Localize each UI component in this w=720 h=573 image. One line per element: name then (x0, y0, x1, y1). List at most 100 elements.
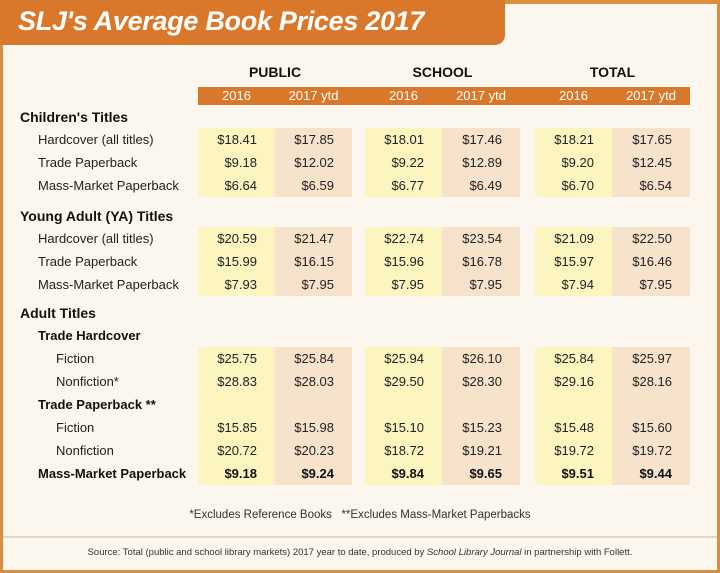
group-header-total: TOTAL (589, 64, 636, 80)
table-row: Trade Paperback $9.18 $12.02 $9.22 $12.89 $9.… (0, 151, 700, 174)
price-table: Children's Titles Hardcover (all titles) $… (0, 105, 700, 485)
price-cell: $15.98 (275, 416, 352, 439)
price-cell: $9.20 (535, 151, 612, 174)
price-cell: $29.50 (365, 370, 442, 393)
row-label: Hardcover (all titles) (38, 231, 154, 246)
row-label: Mass-Market Paperback (38, 466, 187, 481)
price-cell: $9.51 (535, 462, 612, 485)
price-cell: $19.72 (612, 439, 690, 462)
price-cell (612, 324, 690, 347)
price-cell: $19.21 (442, 439, 520, 462)
price-cell: $9.65 (442, 462, 520, 485)
price-cell: $20.72 (198, 439, 275, 462)
table-row: Trade Paperback $15.99 $16.15 $15.96 $16.78 $… (0, 250, 700, 273)
price-cell: $15.10 (365, 416, 442, 439)
price-cell: $26.10 (442, 347, 520, 370)
price-cell: $20.59 (198, 227, 275, 250)
price-cell: $6.49 (442, 174, 520, 197)
price-cell: $29.16 (535, 370, 612, 393)
price-cell: $12.45 (612, 151, 690, 174)
price-cell: $15.48 (535, 416, 612, 439)
price-cell: $12.89 (442, 151, 520, 174)
section-header-row: Children's Titles (0, 105, 700, 128)
table-row: Mass-Market Paperback $6.64 $6.59 $6.77 $6.4… (0, 174, 700, 197)
price-cell: $28.83 (198, 370, 275, 393)
row-label: Hardcover (all titles) (38, 132, 154, 147)
price-cell: $6.64 (198, 174, 275, 197)
row-label: Fiction (56, 420, 95, 435)
price-cell: $18.41 (198, 128, 275, 151)
title-banner: SLJ's Average Book Prices 2017 (0, 0, 505, 45)
price-cell (198, 105, 275, 125)
top-border (505, 0, 720, 4)
price-cell (442, 197, 520, 224)
row-label: Trade Hardcover (38, 328, 141, 343)
price-cell: $15.97 (535, 250, 612, 273)
price-cell: $7.95 (365, 273, 442, 296)
price-cell: $21.47 (275, 227, 352, 250)
price-cell: $9.22 (365, 151, 442, 174)
table-row: Nonfiction* $28.83 $28.03 $29.50 $28.30 $29.1… (0, 370, 700, 393)
row-label: Fiction (56, 351, 95, 366)
row-label: Trade Paperback ** (38, 397, 156, 412)
price-cell: $18.72 (365, 439, 442, 462)
price-cell: $9.84 (365, 462, 442, 485)
year-header: 2017 ytd (626, 88, 676, 103)
price-cell (612, 393, 690, 416)
price-cell: $9.24 (275, 462, 352, 485)
price-cell: $22.74 (365, 227, 442, 250)
price-cell (198, 393, 275, 416)
price-cell (365, 393, 442, 416)
price-cell: $17.46 (442, 128, 520, 151)
column-group-headers: PUBLIC SCHOOL TOTAL (198, 64, 690, 80)
price-cell: $28.30 (442, 370, 520, 393)
price-cell: $25.97 (612, 347, 690, 370)
price-cell (535, 324, 612, 347)
price-cell: $25.84 (275, 347, 352, 370)
row-label: Mass-Market Paperback (38, 178, 179, 193)
section-header-row: Young Adult (YA) Titles (0, 197, 700, 227)
divider (3, 536, 717, 538)
price-cell: $18.01 (365, 128, 442, 151)
chart-title: SLJ's Average Book Prices 2017 (18, 6, 425, 36)
price-cell: $25.84 (535, 347, 612, 370)
price-cell (365, 105, 442, 125)
table-row: Trade Paperback ** (0, 393, 700, 416)
row-label: Trade Paperback (38, 254, 138, 269)
year-header-bar: 2016 2017 ytd 2016 2017 ytd 2016 2017 yt… (198, 87, 690, 105)
price-cell: $7.95 (612, 273, 690, 296)
price-cell (535, 105, 612, 125)
table-row: Mass-Market Paperback $7.93 $7.95 $7.95 $7.9… (0, 273, 700, 296)
price-cell: $18.21 (535, 128, 612, 151)
source-prefix: Source: Total (public and school library… (87, 547, 427, 558)
row-label: Children's Titles (20, 109, 129, 125)
price-cell: $22.50 (612, 227, 690, 250)
price-cell: $20.23 (275, 439, 352, 462)
section-header-row: Adult Titles (0, 296, 700, 324)
source-note: Source: Total (public and school library… (0, 547, 720, 558)
price-cell (535, 393, 612, 416)
price-cell (612, 296, 690, 321)
price-cell: $7.93 (198, 273, 275, 296)
price-cell: $9.44 (612, 462, 690, 485)
price-cell: $16.15 (275, 250, 352, 273)
price-cell: $7.94 (535, 273, 612, 296)
price-cell (198, 296, 275, 321)
row-label: Young Adult (YA) Titles (20, 208, 174, 224)
group-header-public: PUBLIC (248, 64, 302, 80)
year-header: 2017 ytd (456, 88, 506, 103)
year-header: 2016 (389, 88, 418, 103)
price-cell: $6.70 (535, 174, 612, 197)
price-cell: $25.75 (198, 347, 275, 370)
table-row: Hardcover (all titles) $20.59 $21.47 $22.74… (0, 227, 700, 250)
price-cell: $21.09 (535, 227, 612, 250)
price-cell: $17.65 (612, 128, 690, 151)
price-cell: $9.18 (198, 462, 275, 485)
year-header: 2017 ytd (288, 88, 339, 103)
price-cell (442, 105, 520, 125)
table-row: Hardcover (all titles) $18.41 $17.85 $18.01… (0, 128, 700, 151)
price-cell: $15.85 (198, 416, 275, 439)
price-cell (365, 197, 442, 224)
price-cell (442, 324, 520, 347)
price-cell (275, 296, 352, 321)
